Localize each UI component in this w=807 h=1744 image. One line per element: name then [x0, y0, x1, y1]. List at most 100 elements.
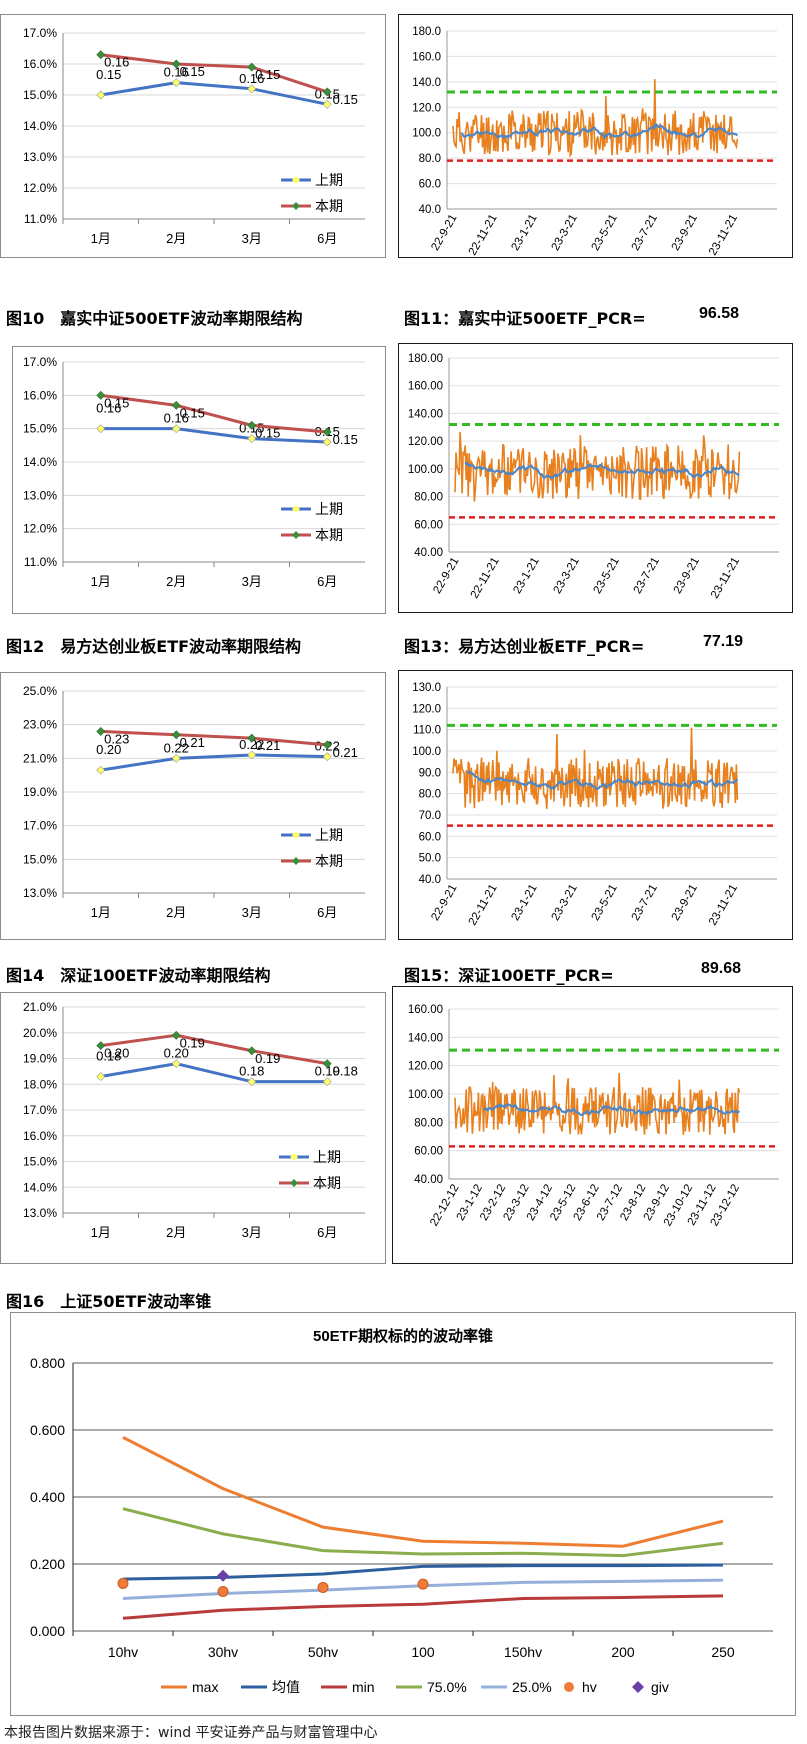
- data-marker: [322, 99, 332, 109]
- hv-point: [117, 1577, 129, 1589]
- series-line-1: [100, 53, 328, 94]
- x-tick-label: 23-11-21: [709, 556, 742, 601]
- x-tick-label: 250: [711, 1644, 735, 1660]
- x-tick-label: 6月: [317, 231, 337, 246]
- pcr-chart-50: 40.00 60.00 80.00 100.00 120.00 140.00 160.00 2…: [392, 986, 793, 1264]
- y-tick-label: 15.0%: [23, 1155, 57, 1169]
- data-marker: [322, 1077, 332, 1087]
- data-marker: [247, 420, 257, 430]
- caption-fig12: 图12 易方达创业板ETF波动率期限结构: [6, 637, 302, 656]
- data-marker: [96, 765, 106, 775]
- cone-series-2: [122, 1594, 724, 1620]
- y-tick-label: 0.600: [30, 1422, 65, 1438]
- data-marker: [171, 78, 181, 88]
- giv-point: [217, 1569, 229, 1582]
- x-tick-label: 23-7-21: [630, 883, 660, 923]
- y-tick-label: 40.00: [414, 547, 443, 559]
- pcr-series-line: [454, 1072, 741, 1135]
- pcr-chart-sz100: 40.0 50.0 60.0 70.0 80.0 90.0 100.0 110.0 120.0 1…: [398, 670, 793, 940]
- data-label: 0.22: [164, 740, 189, 755]
- x-tick-label: 3月: [242, 231, 262, 246]
- x-tick-label: 2月: [166, 574, 186, 589]
- caption-fig13: 图13：易方达创业板ETF_PCR=: [404, 637, 645, 656]
- y-tick-label: 21.0%: [23, 751, 57, 765]
- y-tick-label: 0.200: [30, 1556, 65, 1572]
- data-marker: [171, 1059, 181, 1069]
- data-marker: [96, 1041, 106, 1051]
- term-structure-chart-50: 13.0% 14.0% 15.0% 16.0% 17.0% 18.0% 19.0% 20.0%…: [0, 992, 386, 1264]
- y-tick-label: 14.0%: [23, 1180, 57, 1194]
- legend-label: 上期: [313, 1149, 341, 1165]
- caption-fig16: 图16 上证50ETF波动率锥: [6, 1292, 212, 1311]
- y-tick-label: 50.0: [419, 853, 441, 865]
- x-tick-label: 23-11-21: [707, 213, 740, 257]
- data-label: 0.21: [180, 735, 205, 750]
- data-marker: [171, 753, 181, 763]
- pcr4-svg: 40.00 60.00 80.00 100.00 120.00 140.00 160.00 2…: [408, 1004, 779, 1228]
- legend-marker: [292, 531, 300, 539]
- pcr-value-fig13: 77.19: [703, 633, 744, 650]
- data-marker: [322, 1059, 332, 1069]
- series-line-0: [100, 1062, 328, 1084]
- caption-fig10: 图10 嘉实中证500ETF波动率期限结构: [6, 309, 303, 328]
- data-label: 0.22: [239, 737, 264, 752]
- y-tick-label: 180.00: [408, 353, 443, 365]
- data-label: 0.19: [255, 1051, 280, 1066]
- pcr-chart-500: 40.0 60.0 80.0 100.0 120.0 140.0 160.0 180.0 22-…: [398, 14, 793, 258]
- term-structure-chart-gem: 11.0% 12.0% 13.0% 14.0% 15.0% 16.0% 17.0% 1月 2月 3…: [12, 346, 386, 614]
- legend-label: 本期: [315, 853, 343, 869]
- legend-label: hv: [582, 1679, 597, 1695]
- y-tick-label: 160.0: [412, 51, 441, 63]
- legend-label: min: [352, 1679, 375, 1695]
- data-marker: [247, 750, 257, 760]
- legend-label: 上期: [315, 172, 343, 188]
- y-tick-label: 60.0: [419, 179, 441, 191]
- data-label: 0.15: [180, 64, 205, 79]
- data-label: 0.21: [333, 745, 358, 760]
- data-label: 0.20: [104, 1046, 129, 1061]
- y-tick-label: 120.00: [408, 1061, 443, 1073]
- legend-marker: [292, 202, 300, 210]
- x-tick-label: 23-3-21: [552, 556, 582, 596]
- data-label: 0.15: [333, 92, 358, 107]
- caption-fig15: 图15：深证100ETF_PCR=: [404, 966, 614, 985]
- x-tick-label: 3月: [242, 574, 262, 589]
- y-tick-label: 60.00: [414, 1146, 443, 1158]
- data-marker: [96, 726, 106, 736]
- x-tick-label: 2月: [166, 231, 186, 246]
- x-tick-label: 6月: [317, 574, 337, 589]
- data-label: 0.15: [180, 405, 205, 420]
- y-tick-label: 0.800: [30, 1355, 65, 1371]
- x-tick-label: 30hv: [208, 1644, 238, 1660]
- y-tick-label: 80.0: [419, 153, 441, 165]
- series-line-0: [100, 427, 328, 444]
- data-marker: [171, 730, 181, 740]
- y-tick-label: 11.0%: [24, 212, 57, 226]
- hv-point: [317, 1581, 329, 1593]
- legend-label: 本期: [313, 1175, 341, 1191]
- data-marker: [247, 62, 257, 72]
- data-label: 0.20: [96, 742, 121, 757]
- cone-series-0: [122, 1436, 724, 1548]
- legend-marker: [292, 831, 300, 839]
- legend-marker-giv: [632, 1681, 644, 1693]
- y-tick-label: 110.0: [413, 725, 441, 737]
- cone-svg: 50ETF期权标的的波动率锥 0.000 0.200 0.400 0.600 0.800 1…: [30, 1327, 773, 1695]
- y-tick-label: 100.0: [412, 128, 441, 140]
- y-tick-label: 40.0: [419, 204, 441, 216]
- y-tick-label: 13.0%: [23, 488, 57, 502]
- y-tick-label: 120.0: [412, 703, 441, 715]
- data-label: 0.23: [104, 731, 129, 746]
- data-label: 0.16: [96, 401, 121, 416]
- x-tick-label: 23-7-21: [630, 213, 660, 253]
- series-line-1: [100, 729, 328, 747]
- term1-svg: 11.0% 12.0% 13.0% 14.0% 15.0% 16.0% 17.0% 1月 2月 3…: [23, 26, 365, 246]
- x-tick-label: 23-5-21: [590, 883, 620, 923]
- x-tick-label: 6月: [317, 905, 337, 920]
- x-tick-label: 100: [411, 1644, 435, 1660]
- data-label: 0.18: [333, 1064, 358, 1079]
- data-marker: [96, 90, 106, 100]
- volatility-cone-chart: 50ETF期权标的的波动率锥 0.000 0.200 0.400 0.600 0.800 1…: [10, 1312, 796, 1716]
- y-tick-label: 15.0%: [23, 422, 57, 436]
- pcr-chart-gem: 40.00 60.00 80.00 100.00 120.00 140.00 160.00 1…: [398, 343, 793, 613]
